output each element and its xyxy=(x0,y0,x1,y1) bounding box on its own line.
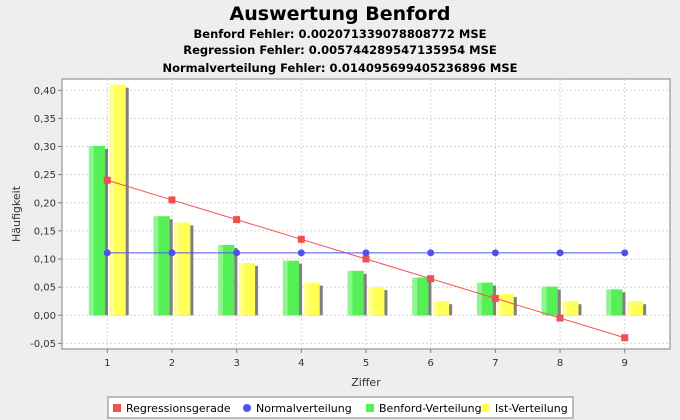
subtitle-normal-error: Normalverteilung Fehler: 0.0140956994052… xyxy=(162,61,517,75)
bar-highlight xyxy=(282,260,288,316)
bar-highlight xyxy=(541,286,547,316)
bar-highlight xyxy=(412,277,418,316)
bar-benford-verteilung xyxy=(412,277,429,316)
bar-ist-verteilung xyxy=(562,301,579,316)
bar-ist-verteilung xyxy=(174,222,191,316)
bar-highlight xyxy=(476,282,482,316)
point-normalverteilung xyxy=(621,249,629,257)
y-tick-label: 0,40 xyxy=(34,86,56,97)
x-tick-label: 3 xyxy=(233,358,239,369)
legend-box xyxy=(107,396,574,419)
legend-label-regressionsgerade: Regressionsgerade xyxy=(126,402,231,415)
point-regressionsgerade xyxy=(621,334,629,342)
bar-ist-verteilung xyxy=(626,301,644,316)
bar-highlight xyxy=(347,270,353,316)
legend-swatch-regressionsgerade xyxy=(113,404,121,412)
legend-label-benford-verteilung: Benford-Verteilung xyxy=(379,402,482,415)
point-normalverteilung xyxy=(297,249,305,257)
bar-ist-verteilung xyxy=(432,301,450,316)
bar-highlight xyxy=(88,145,94,316)
bar-highlight xyxy=(562,301,568,316)
point-normalverteilung xyxy=(233,249,241,257)
bar-ist-verteilung xyxy=(238,262,256,316)
x-tick-label: 8 xyxy=(557,358,563,369)
bar-ist-verteilung xyxy=(109,84,126,316)
legend-swatch-benford-verteilung xyxy=(366,404,374,412)
subtitle-regression-error: Regression Fehler: 0.005744289547135954 … xyxy=(183,43,497,57)
x-tick-label: 2 xyxy=(169,358,175,369)
x-tick-label: 7 xyxy=(492,358,498,369)
point-normalverteilung xyxy=(556,249,564,257)
point-normalverteilung xyxy=(427,249,435,257)
subtitle-benford-error: Benford Fehler: 0.002071339078808772 MSE xyxy=(194,27,487,41)
point-normalverteilung xyxy=(168,249,176,257)
point-regressionsgerade xyxy=(427,275,435,283)
bar-highlight xyxy=(153,216,159,316)
point-normalverteilung xyxy=(491,249,499,257)
point-normalverteilung xyxy=(103,249,111,257)
bar-benford-verteilung xyxy=(476,282,494,316)
point-regressionsgerade xyxy=(168,196,176,204)
y-tick-label: 0,20 xyxy=(34,198,56,209)
bar-ist-verteilung xyxy=(368,287,385,316)
y-tick-label: 0,00 xyxy=(34,311,56,322)
bar-benford-verteilung xyxy=(541,286,558,316)
legend-label-ist-verteilung: Ist-Verteilung xyxy=(495,402,568,415)
point-regressionsgerade xyxy=(556,314,564,322)
y-tick-label: 0,25 xyxy=(34,170,56,181)
y-tick-label: 0,05 xyxy=(34,283,56,294)
point-regressionsgerade xyxy=(491,294,499,302)
y-tick-label: 0,30 xyxy=(34,142,56,153)
y-axis-label: Häufigkeit xyxy=(10,185,23,242)
bar-highlight xyxy=(174,222,180,316)
y-tick-label: -0,05 xyxy=(30,339,56,350)
bar-ist-verteilung xyxy=(497,293,514,316)
y-tick-label: 0,10 xyxy=(34,255,56,266)
x-tick-label: 6 xyxy=(427,358,433,369)
y-tick-label: 0,35 xyxy=(34,114,56,125)
x-axis-label: Ziffer xyxy=(351,376,381,389)
legend-label-normalverteilung: Normalverteilung xyxy=(256,402,352,415)
x-tick-label: 1 xyxy=(104,358,110,369)
bar-benford-verteilung xyxy=(153,216,170,316)
bar-highlight xyxy=(606,289,612,316)
legend-swatch-ist-verteilung xyxy=(482,404,490,412)
x-tick-label: 5 xyxy=(363,358,369,369)
bar-highlight xyxy=(109,84,115,316)
point-regressionsgerade xyxy=(362,255,370,263)
point-regressionsgerade xyxy=(103,176,111,184)
bar-highlight xyxy=(368,287,374,316)
chart-title: Auswertung Benford xyxy=(230,3,451,25)
bar-highlight xyxy=(626,301,632,316)
point-regressionsgerade xyxy=(297,235,305,243)
bar-highlight xyxy=(497,293,503,316)
bar-benford-verteilung xyxy=(606,289,623,316)
bar-benford-verteilung xyxy=(88,145,106,316)
bar-benford-verteilung xyxy=(218,244,235,316)
point-regressionsgerade xyxy=(233,216,241,224)
point-normalverteilung xyxy=(362,249,370,257)
bar-highlight xyxy=(303,282,309,316)
bar-highlight xyxy=(238,262,244,316)
bar-highlight xyxy=(432,301,438,316)
y-tick-label: 0,15 xyxy=(34,226,56,237)
bar-highlight xyxy=(218,244,224,316)
legend-swatch-normalverteilung xyxy=(243,404,251,412)
x-tick-label: 4 xyxy=(298,358,304,369)
bar-benford-verteilung xyxy=(282,260,300,316)
x-tick-label: 9 xyxy=(622,358,628,369)
bar-benford-verteilung xyxy=(347,270,364,316)
bar-ist-verteilung xyxy=(303,282,320,316)
